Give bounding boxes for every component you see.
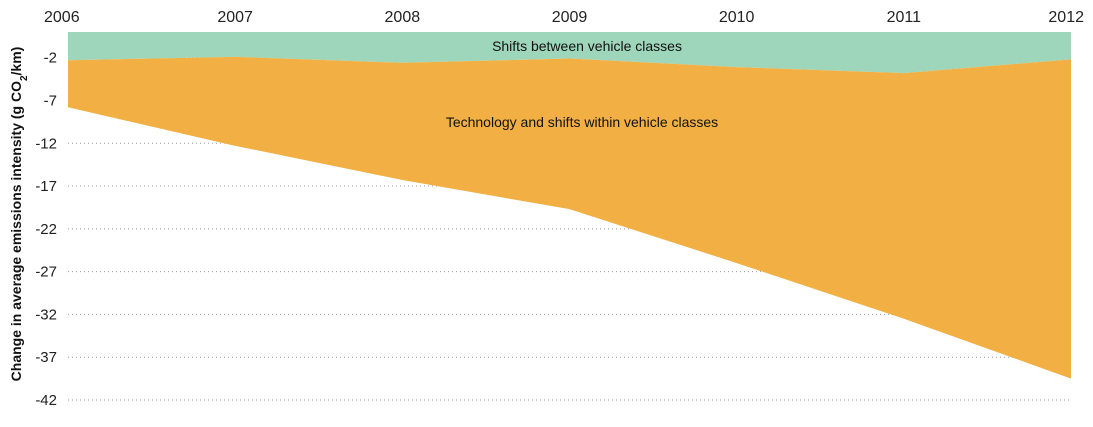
series-labels: Shifts between vehicle classes Technology… xyxy=(446,38,718,130)
x-axis-ticks: 2006 2007 2008 2009 2010 2011 2012 xyxy=(44,9,1084,26)
x-tick-label: 2010 xyxy=(719,9,755,26)
y-tick-label: -12 xyxy=(35,135,57,152)
y-tick-label: -32 xyxy=(35,306,57,323)
area-technology-and-shifts-within-vehicle-classes xyxy=(68,56,1071,379)
x-tick-label: 2011 xyxy=(887,9,922,26)
y-tick-label: -2 xyxy=(44,50,57,67)
y-tick-label: -17 xyxy=(35,178,57,195)
y-axis-ticks: -2 -7 -12 -17 -22 -27 -32 -37 -42 xyxy=(35,50,57,409)
y-tick-label: -37 xyxy=(35,349,57,366)
x-tick-label: 2008 xyxy=(385,9,421,26)
x-tick-label: 2012 xyxy=(1048,9,1084,26)
y-axis-title: Change in average emissions intensity (g… xyxy=(8,47,30,382)
area-shifts-between-vehicle-classes xyxy=(68,32,1071,74)
x-tick-label: 2006 xyxy=(44,9,80,26)
series-label: Shifts between vehicle classes xyxy=(492,38,682,54)
area-series xyxy=(68,32,1071,379)
x-tick-label: 2009 xyxy=(552,9,588,26)
series-label: Technology and shifts within vehicle cla… xyxy=(446,114,718,130)
y-tick-label: -42 xyxy=(35,392,57,409)
y-tick-label: -22 xyxy=(35,221,57,238)
x-tick-label: 2007 xyxy=(217,9,253,26)
y-tick-label: -7 xyxy=(44,92,57,109)
y-tick-label: -27 xyxy=(35,264,57,281)
